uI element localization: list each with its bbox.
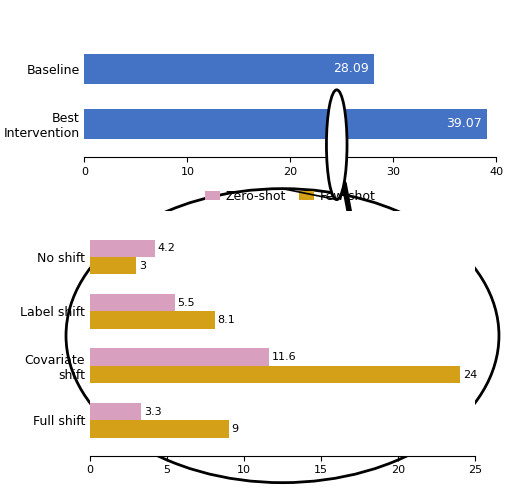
Text: 39.07: 39.07 — [446, 118, 482, 130]
Text: 28.09: 28.09 — [333, 63, 369, 75]
Circle shape — [326, 90, 347, 199]
Legend: Zero-shot, Few-shot: Zero-shot, Few-shot — [200, 185, 381, 208]
Bar — [90, 312, 215, 329]
Text: 9: 9 — [232, 424, 239, 434]
Text: 24: 24 — [463, 369, 477, 380]
Bar — [84, 54, 374, 84]
Bar — [90, 403, 140, 420]
Bar — [90, 420, 229, 438]
Text: 4.2: 4.2 — [157, 243, 175, 253]
Text: 8.1: 8.1 — [218, 315, 235, 325]
Bar — [90, 240, 155, 257]
Bar — [90, 348, 269, 366]
Text: 5.5: 5.5 — [177, 298, 195, 308]
Bar — [90, 366, 460, 383]
Text: 3: 3 — [139, 261, 146, 270]
Text: 3.3: 3.3 — [144, 407, 162, 416]
Bar — [84, 109, 487, 139]
Text: 11.6: 11.6 — [272, 352, 296, 362]
Bar — [90, 294, 175, 312]
Bar — [90, 257, 136, 274]
